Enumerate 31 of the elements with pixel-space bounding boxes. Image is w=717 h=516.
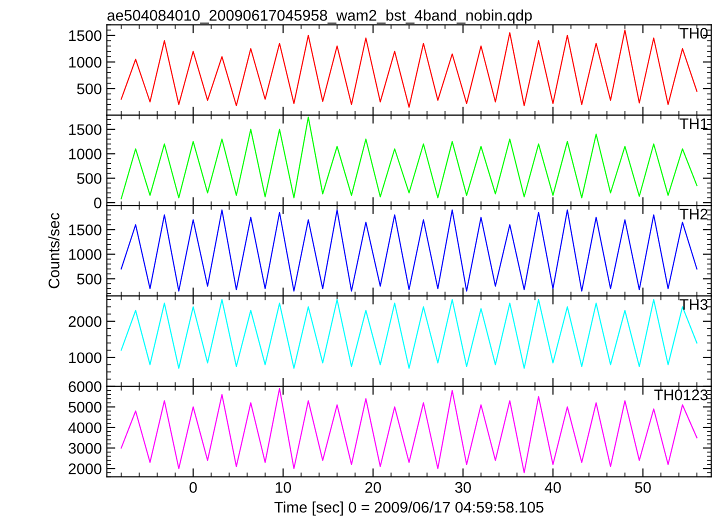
x-tick-label: 50 [635, 482, 651, 493]
chart-title: ae504084010_20090617045958_wam2_bst_4band_nobin.qdp [107, 10, 532, 24]
y-tick-label: 0 [94, 198, 102, 208]
y-tick-label: 1000 [69, 56, 102, 68]
y-tick-label: 1500 [69, 224, 102, 236]
y-tick-label: 3000 [68, 442, 102, 454]
x-tick-label: 0 [190, 482, 197, 493]
y-tick-label: 500 [77, 274, 102, 284]
y-tick-label: 1500 [69, 124, 102, 136]
series-label: TH3 [680, 299, 708, 310]
y-tick-label: 6000 [68, 381, 102, 392]
y-tick-label: 5000 [68, 402, 102, 413]
x-axis-title: Time [sec] 0 = 2009/06/17 04:59:58.105 [274, 501, 544, 516]
y-tick-label: 1500 [69, 30, 102, 42]
y-tick-label: 2000 [68, 463, 102, 474]
series-label: TH0123 [654, 389, 708, 400]
x-tick-label: 30 [455, 482, 471, 493]
y-tick-label: 4000 [68, 422, 102, 434]
series-label: TH2 [680, 208, 708, 220]
y-tick-label: 2000 [68, 316, 102, 327]
y-tick-label: 1000 [69, 148, 102, 160]
y-tick-label: 500 [77, 83, 102, 94]
y-axis-title: Counts/sec [48, 212, 60, 288]
y-tick-label: 500 [77, 173, 102, 184]
series-label: TH0 [680, 28, 708, 39]
series-label: TH1 [680, 118, 708, 129]
x-tick-label: 40 [544, 482, 561, 493]
x-tick-label: 20 [365, 482, 381, 493]
y-tick-label: 1000 [69, 352, 102, 364]
y-tick-label: 1000 [69, 249, 102, 260]
x-tick-label: 10 [276, 482, 292, 493]
